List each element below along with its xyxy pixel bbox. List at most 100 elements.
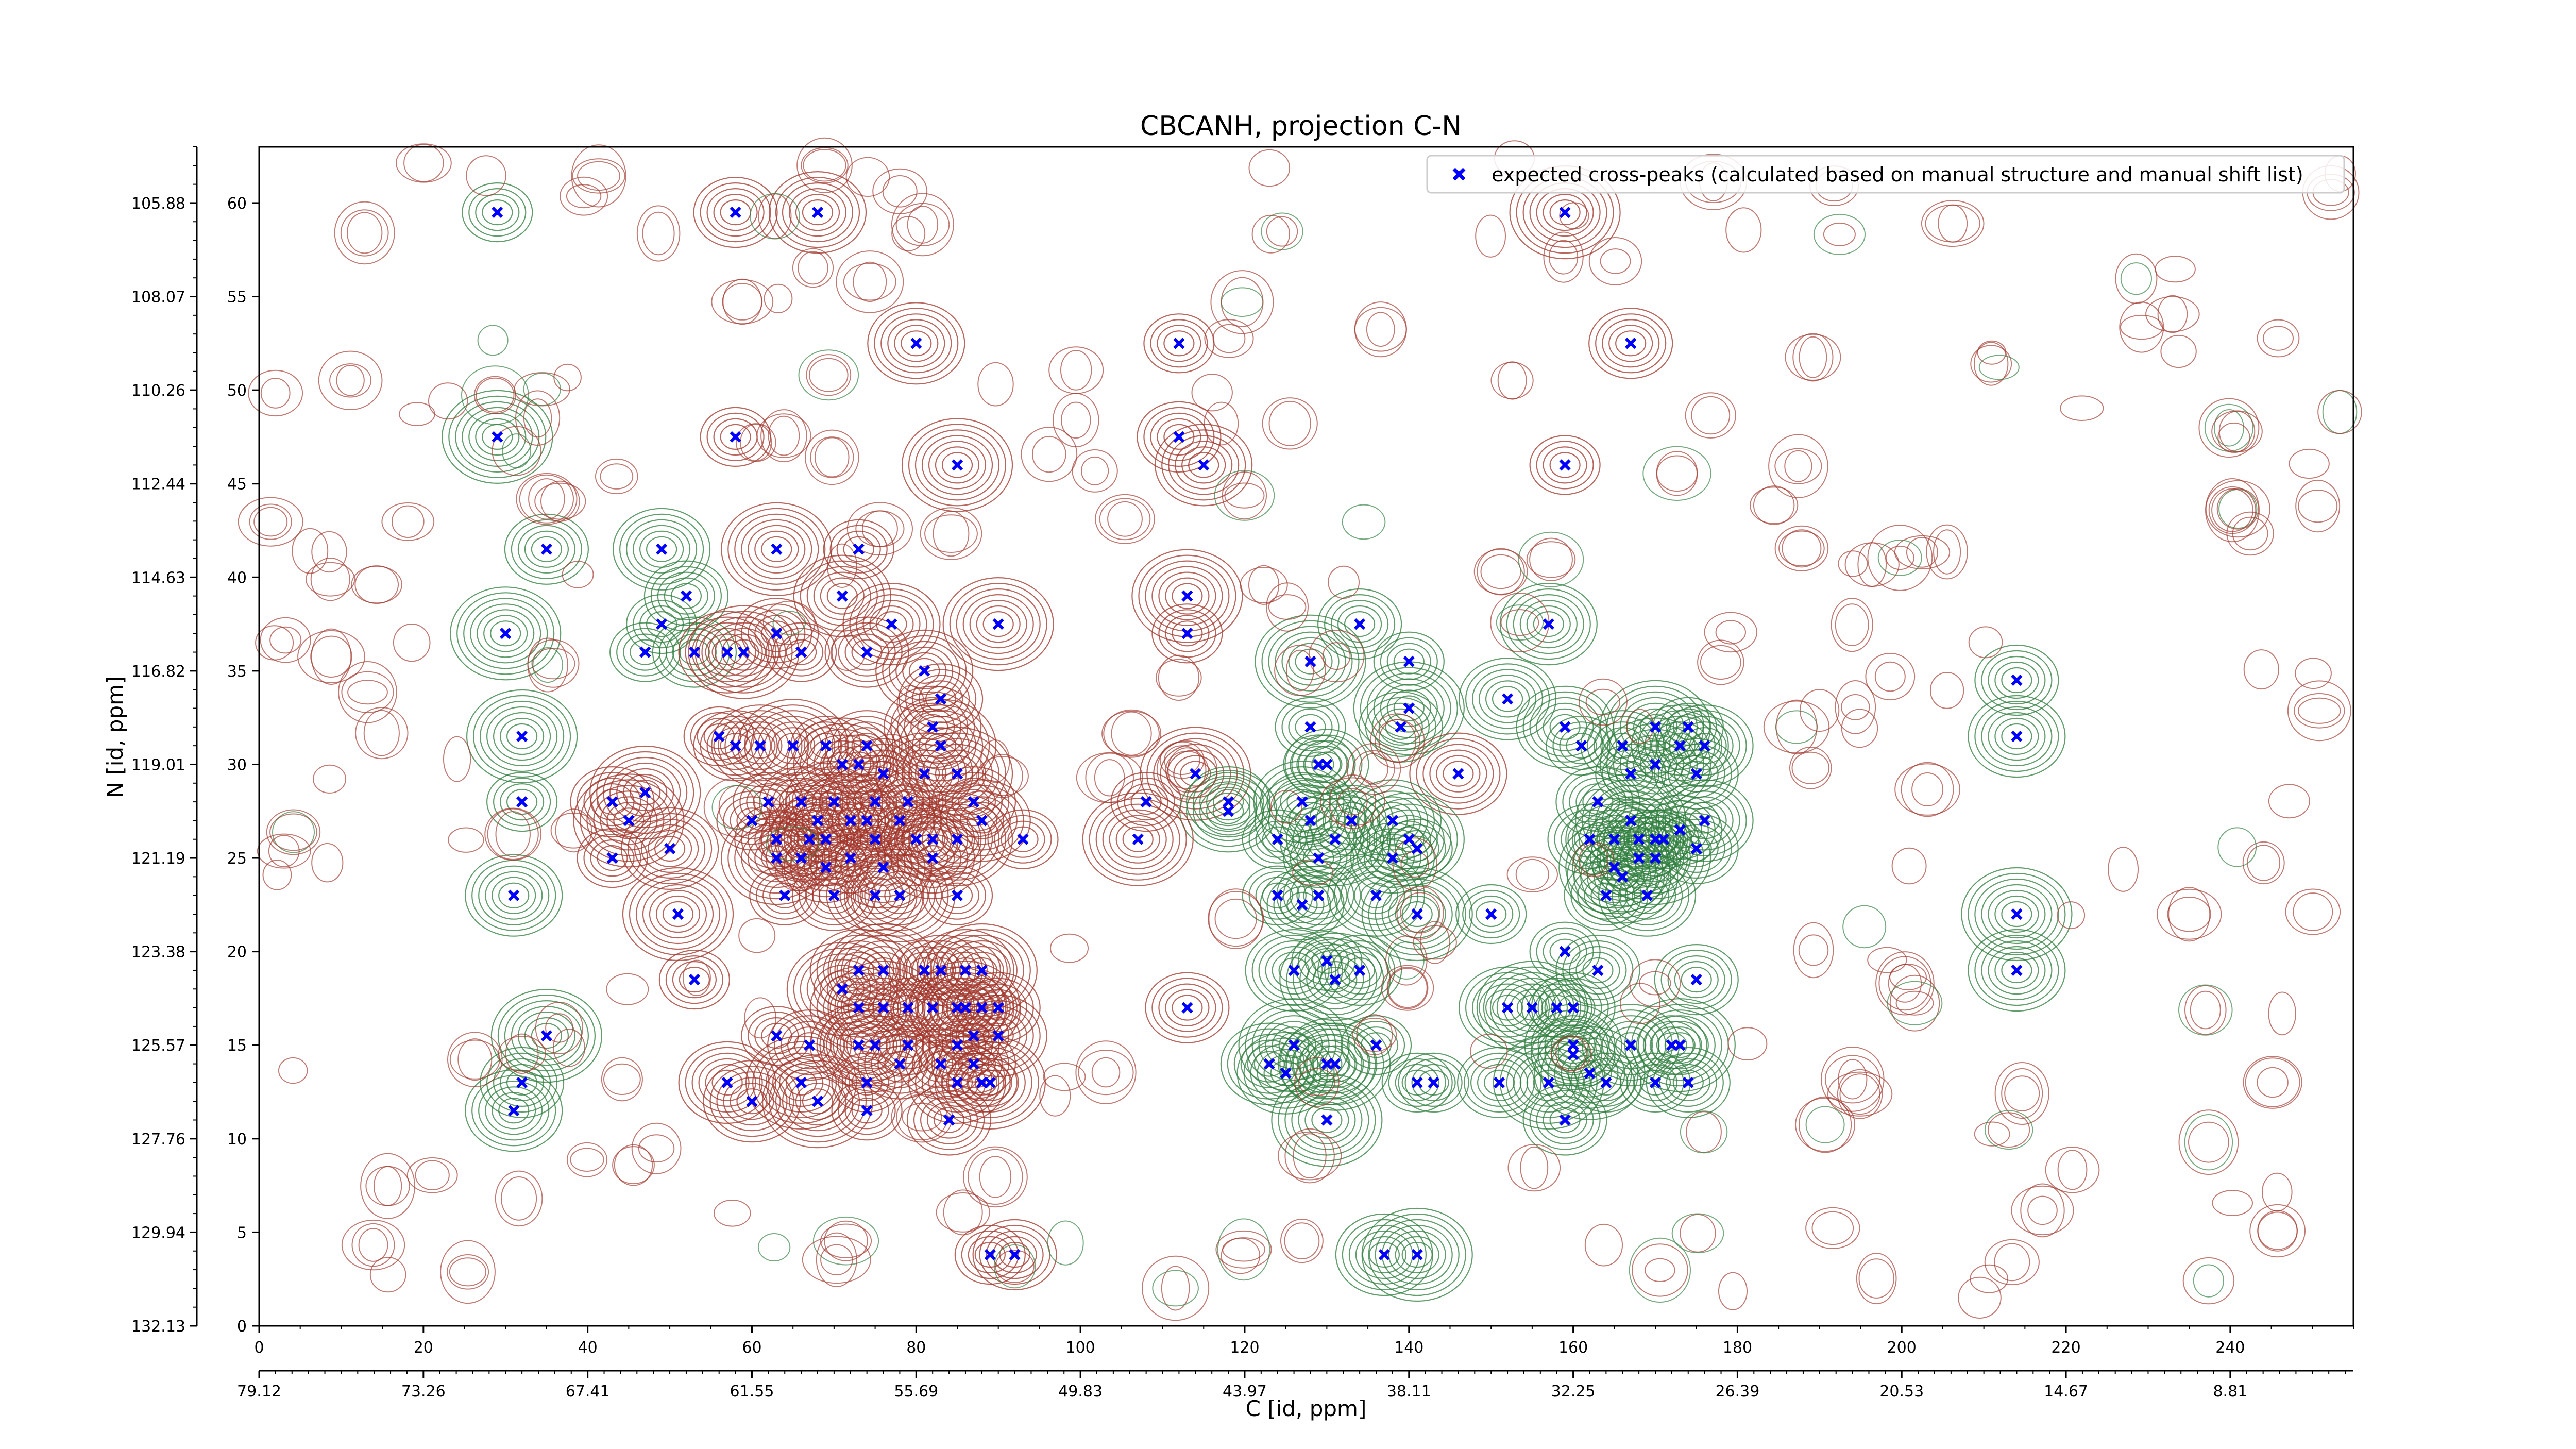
noise-contour — [550, 812, 597, 849]
contour-ring — [871, 1039, 929, 1088]
noise-contour — [1901, 762, 1954, 817]
contour-ring — [625, 519, 698, 579]
noise-contour — [1782, 529, 1822, 568]
noise-contour — [1039, 1075, 1071, 1117]
contour-ring — [2001, 667, 2032, 694]
noise-contour — [1222, 471, 1267, 520]
contour-ring — [715, 628, 773, 677]
contour-ring — [836, 530, 881, 568]
contour-ring — [1393, 648, 1425, 675]
contour-ring — [1151, 603, 1223, 664]
x-ppm-tick-label: 79.12 — [237, 1383, 281, 1401]
contour-ring — [497, 994, 596, 1077]
noise-contour — [1888, 964, 1922, 1003]
peak-marker — [1649, 852, 1662, 864]
peak-marker — [1690, 843, 1702, 855]
legend: expected cross-peaks (calculated based o… — [1426, 155, 2345, 194]
contour-ring — [1335, 1213, 1433, 1296]
contour-ring — [788, 188, 847, 237]
peak-marker — [1666, 1039, 1678, 1051]
contour-ring — [1286, 1022, 1384, 1105]
contour-ring — [744, 733, 776, 759]
noise-contour — [1784, 450, 1812, 482]
noise-contour — [1970, 345, 2012, 383]
peak-marker — [1403, 655, 1415, 667]
contour-ring — [705, 1064, 750, 1101]
contour-ring — [821, 833, 879, 883]
peak-marker — [688, 646, 701, 658]
peak-marker — [869, 833, 881, 845]
contour-ring — [625, 594, 698, 654]
contour-ring — [968, 1064, 1012, 1101]
x-tick-label: 120 — [1230, 1339, 1259, 1357]
noise-contour — [714, 1200, 751, 1227]
peak-marker — [746, 815, 758, 827]
peak-marker — [828, 889, 840, 901]
peak-marker — [1304, 815, 1316, 827]
contour-ring — [1168, 435, 1240, 495]
contour-ring — [477, 609, 535, 658]
noise-contour — [1021, 427, 1078, 482]
contour-ring — [1662, 785, 1747, 856]
contour-ring — [1270, 1060, 1301, 1086]
noise-contour — [1060, 350, 1092, 391]
contour-ring — [1584, 877, 1629, 914]
contour-ring — [879, 777, 937, 827]
peak-marker — [1198, 459, 1210, 471]
x-axis-label: C [id, ppm] — [1246, 1396, 1367, 1421]
noise-contour — [2263, 326, 2294, 351]
noise-contour — [2168, 887, 2211, 942]
contour-ring — [1994, 895, 2039, 933]
contour-ring — [838, 628, 896, 677]
peak-marker — [1132, 833, 1144, 845]
peak-marker — [795, 852, 807, 864]
noise-contour — [2211, 488, 2253, 532]
contour-ring — [961, 1230, 1019, 1279]
contour-ring — [1577, 871, 1635, 920]
contour-ring — [483, 615, 528, 652]
noise-contour — [393, 624, 431, 662]
contour-ring — [869, 605, 914, 643]
noise-contour — [1095, 494, 1155, 544]
contour-ring — [741, 828, 812, 888]
peak-marker — [1272, 889, 1283, 901]
contour-ring — [1544, 1030, 1602, 1079]
noise-contour — [869, 734, 913, 773]
contour-ring — [1462, 889, 1520, 939]
contour-ring — [1994, 951, 2039, 989]
contour-ring — [1988, 889, 2046, 939]
contour-ring — [1288, 643, 1333, 680]
contour-ring — [1155, 424, 1253, 507]
contour-ring — [1597, 822, 1682, 894]
contour-ring — [1590, 816, 1688, 900]
contour-ring — [754, 530, 799, 568]
noise-contour — [853, 261, 887, 302]
peak-marker — [894, 815, 906, 827]
contour-ring — [1974, 934, 2059, 1006]
contour-ring — [1172, 995, 1203, 1021]
noise-contour — [757, 1233, 791, 1261]
noise-contour — [1929, 672, 1964, 709]
noise-contour — [820, 1223, 872, 1258]
peak-marker — [927, 833, 939, 845]
contour-ring — [678, 1041, 776, 1124]
peak-marker — [1543, 618, 1554, 630]
noise-contour — [1061, 401, 1091, 439]
contour-ring — [1549, 714, 1581, 740]
noise-contour — [1704, 612, 1758, 653]
contour-ring — [1319, 1051, 1351, 1077]
noise-contour — [514, 372, 570, 407]
noise-contour — [501, 1176, 537, 1221]
peak-marker — [976, 1076, 988, 1089]
noise-contour — [443, 736, 471, 782]
noise-contour — [796, 137, 853, 193]
contour-ring — [809, 929, 908, 1012]
peak-marker — [968, 1030, 980, 1042]
noise-contour — [329, 363, 372, 398]
contour-ring — [1555, 934, 1640, 1006]
noise-contour — [1974, 342, 2009, 386]
contour-ring — [829, 525, 888, 574]
contour-ring — [1994, 717, 2039, 755]
peak-marker — [795, 796, 807, 808]
contour-ring — [1559, 727, 1604, 765]
